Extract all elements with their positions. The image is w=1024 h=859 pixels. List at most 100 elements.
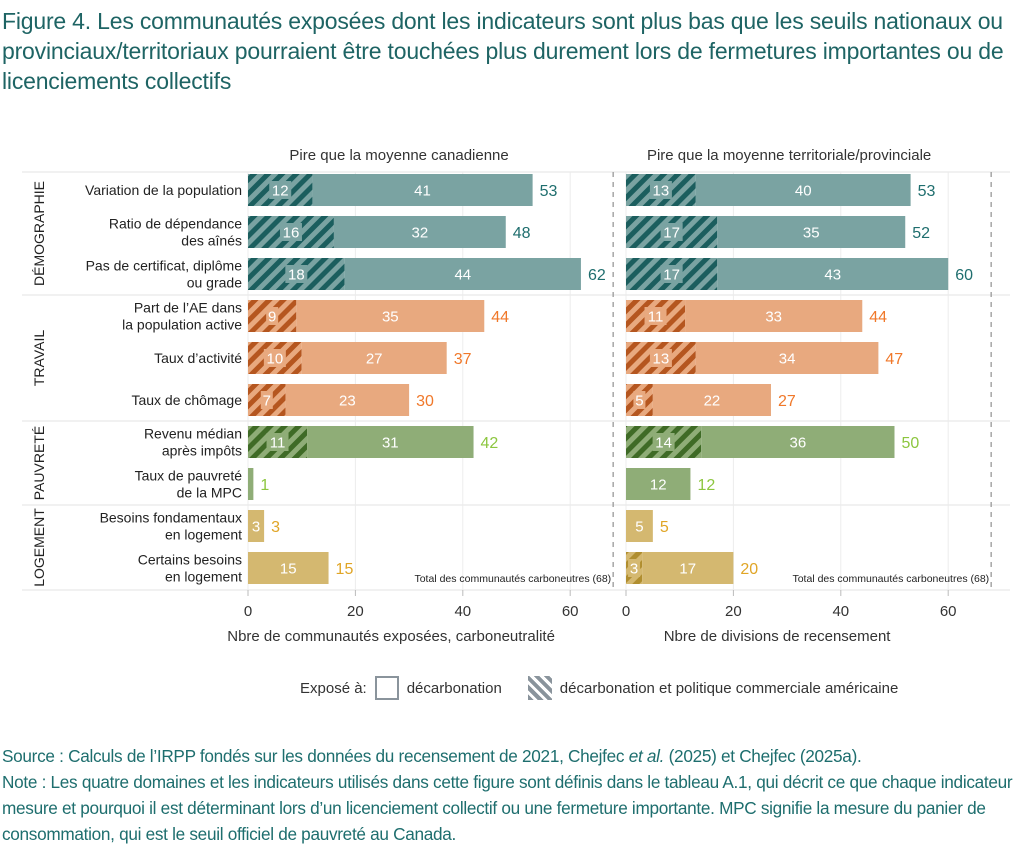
bar-segment-solid	[717, 216, 906, 248]
bar-segment-solid	[717, 258, 949, 290]
bar-segment-solid	[333, 216, 506, 248]
bar-value-label-solid: 35	[382, 309, 399, 326]
reference-line-label: Total des communautés carboneutres (68)	[414, 573, 611, 585]
bar-value-label-solid: 22	[704, 393, 721, 410]
bar-segment-solid	[248, 552, 329, 584]
category-label: Pas de certificat, diplôme ou grade	[86, 258, 243, 291]
chart: 0 20 40 60 Total des communautés carboneutre…	[22, 147, 1010, 645]
bar-total-label: 42	[481, 435, 499, 452]
x-axis-label: Nbre de communautés exposées, carboneutr…	[227, 628, 555, 645]
bar-value-label-solid: 36	[789, 435, 806, 452]
category-label: Taux de pauvreté de la MPC	[135, 468, 243, 501]
bar-label-bg	[266, 433, 289, 451]
group-label: TRAVAIL	[31, 330, 47, 386]
bar-total-label: 27	[778, 393, 796, 410]
bar-label-bg	[649, 349, 672, 367]
bar-segment-solid	[626, 510, 653, 542]
bar-total-label: 12	[697, 477, 715, 494]
bar-value-label-solid: 32	[411, 225, 428, 242]
bar-total-label: 5	[660, 519, 669, 536]
bar-segment-solid	[285, 384, 410, 416]
group-label: PAUVRETÉ	[31, 426, 47, 500]
bar-value-label-solid: 27	[366, 351, 383, 368]
bars-layer	[248, 174, 949, 584]
bar-total-label: 1	[260, 477, 269, 494]
bar-value-label-solid: 33	[765, 309, 782, 326]
bar-value-label-solid: 17	[679, 561, 696, 578]
bar-value-label-hatched: 17	[663, 225, 680, 242]
bar-total-label: 53	[918, 183, 936, 200]
group-label: LOGEMENT	[31, 508, 47, 587]
bar-value-label-hatched: 3	[630, 561, 638, 578]
bar-segment-solid	[626, 468, 691, 500]
bar-segment-solid	[248, 468, 254, 500]
bar-label-bg	[628, 559, 641, 577]
panel-title: Pire que la moyenne territoriale/provinc…	[647, 147, 931, 164]
bar-total-label: 52	[912, 225, 930, 242]
bar-segment-solid	[296, 300, 485, 332]
bar-segment-solid	[701, 426, 895, 458]
x-tick-label: 0	[244, 603, 252, 620]
legend-swatch-solid-icon	[374, 676, 399, 700]
bar-value-label-solid: 44	[454, 267, 471, 284]
bar-total-label: 3	[271, 519, 280, 536]
bar-total-label: 44	[491, 309, 509, 326]
x-tick-label: 20	[347, 603, 364, 620]
bar-segment-solid	[248, 510, 265, 542]
bar-value-label-hatched: 16	[283, 225, 300, 242]
bar-label-bg	[285, 265, 308, 283]
bar-value-label-solid: 43	[824, 267, 841, 284]
category-label: Taux d’activité	[154, 350, 242, 366]
bar-value-label-solid: 34	[779, 351, 796, 368]
category-label: Revenu médian après impôts	[144, 426, 242, 459]
bar-value-label-solid: 40	[795, 183, 812, 200]
x-tick-label: 20	[725, 603, 742, 620]
legend: Exposé à: décarbonation décarbonation et…	[300, 676, 898, 700]
category-label: Certains besoins en logement	[138, 552, 242, 585]
legend-label-hatched: décarbonation et politique commerciale a…	[559, 679, 899, 697]
bar-value-label-solid: 15	[280, 561, 297, 578]
figure-title: Figure 4. Les communautés exposées dont …	[2, 8, 1004, 94]
bar-label-bg	[649, 181, 672, 199]
bar-label-bg	[633, 391, 646, 409]
bar-segment-solid	[344, 258, 581, 290]
bar-value-label-solid: 23	[339, 393, 356, 410]
bar-segment-solid	[695, 174, 911, 206]
legend-title: Exposé à:	[300, 679, 367, 697]
bar-label-bg	[644, 307, 667, 325]
bar-value-label-hatched: 5	[635, 393, 643, 410]
panel-title: Pire que la moyenne canadienne	[289, 147, 508, 164]
definition-note: Note : Les quatre domaines et les indica…	[2, 772, 1013, 844]
source-note: Source : Calculs de l’IRPP fondés sur le…	[2, 746, 862, 766]
bar-value-label-hatched: 17	[663, 267, 680, 284]
bar-value-label-hatched: 9	[268, 309, 276, 326]
bar-value-label-hatched: 10	[267, 351, 284, 368]
bar-value-label-hatched: 11	[270, 435, 286, 452]
bar-value-label-solid: 31	[382, 435, 399, 452]
bar-label-bg	[660, 265, 683, 283]
x-tick-label: 0	[622, 603, 630, 620]
bar-label-bg	[263, 349, 286, 367]
bar-value-label-hatched: 7	[263, 393, 271, 410]
bar-segment-solid	[301, 342, 447, 374]
bar-label-bg	[279, 223, 302, 241]
bar-value-label-hatched: 18	[288, 267, 305, 284]
bar-value-label-solid: 35	[803, 225, 820, 242]
x-tick-label: 40	[454, 603, 471, 620]
category-label: Ratio de dépendance des aînés	[109, 216, 242, 249]
bar-value-label-hatched: 13	[653, 183, 670, 200]
bar-total-label: 15	[336, 561, 354, 578]
group-label: DÉMOGRAPHIE	[31, 181, 47, 286]
bar-total-label: 48	[513, 225, 531, 242]
bar-total-label: 53	[540, 183, 558, 200]
legend-swatch-hatched-icon	[527, 676, 552, 700]
x-tick-label: 60	[940, 603, 957, 620]
notes: Source : Calculs de l’IRPP fondés sur le…	[2, 743, 1022, 847]
bar-total-label: 50	[902, 435, 920, 452]
x-tick-label: 60	[562, 603, 579, 620]
bar-value-label-hatched: 11	[648, 309, 664, 326]
reference-line-label: Total des communautés carboneutres (68)	[792, 573, 989, 585]
category-label: Taux de chômage	[131, 392, 242, 408]
category-label: Part de l’AE dans la population active	[122, 300, 242, 333]
bar-label-bg	[652, 433, 675, 451]
